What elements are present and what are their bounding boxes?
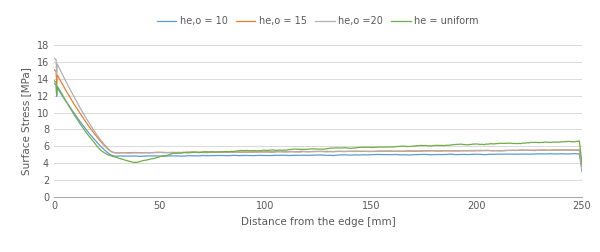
Line: he,o = 15: he,o = 15 [54, 70, 582, 169]
he,o = 15 [50, 68, 58, 71]
he,o =20 [264, 150, 271, 153]
he,o = 10 [104, 151, 112, 154]
he = uniform [413, 144, 420, 147]
he,o =20 [283, 150, 290, 153]
Legend: he,o = 10, he,o = 15, he,o =20, he = uniform: he,o = 10, he,o = 15, he,o =20, he = uni… [153, 12, 483, 30]
he,o = 10 [472, 153, 479, 156]
he,o = 10 [283, 154, 290, 157]
he = uniform [50, 79, 58, 82]
he,o = 15 [413, 150, 420, 153]
he,o = 10 [264, 154, 271, 157]
he,o = 10 [578, 170, 586, 173]
he = uniform [462, 143, 469, 146]
he = uniform [578, 163, 586, 166]
he,o = 15 [578, 168, 586, 171]
he,o =20 [462, 149, 469, 152]
he,o = 15 [264, 150, 271, 153]
Line: he,o = 10: he,o = 10 [54, 83, 582, 172]
he,o =20 [50, 56, 58, 59]
Line: he,o =20: he,o =20 [54, 58, 582, 169]
he,o = 15 [283, 150, 290, 153]
Y-axis label: Surface Stress [MPa]: Surface Stress [MPa] [21, 67, 31, 175]
he,o = 10 [50, 82, 58, 85]
X-axis label: Distance from the edge [mm]: Distance from the edge [mm] [241, 217, 395, 227]
he,o = 15 [462, 149, 469, 152]
he,o = 10 [413, 153, 420, 156]
he = uniform [472, 143, 479, 146]
he,o = 15 [104, 148, 112, 151]
he = uniform [104, 153, 112, 156]
he,o = 15 [472, 149, 479, 152]
he = uniform [264, 149, 271, 152]
he,o =20 [472, 149, 479, 152]
Line: he = uniform: he = uniform [54, 81, 582, 164]
he,o =20 [578, 168, 586, 171]
he,o = 10 [462, 153, 469, 156]
he,o =20 [413, 149, 420, 152]
he,o =20 [104, 147, 112, 150]
he = uniform [283, 149, 290, 152]
